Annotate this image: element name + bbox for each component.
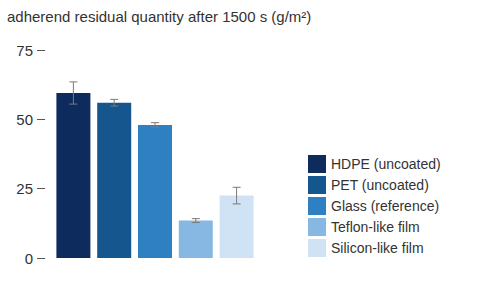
svg-text:Glass (reference): Glass (reference) bbox=[331, 198, 439, 214]
svg-text:50: 50 bbox=[16, 111, 33, 128]
svg-text:75: 75 bbox=[16, 42, 33, 59]
svg-text:Silicon-like film: Silicon-like film bbox=[331, 240, 424, 256]
svg-text:0: 0 bbox=[25, 250, 33, 267]
svg-text:HDPE (uncoated): HDPE (uncoated) bbox=[331, 156, 441, 172]
svg-text:adherend residual quantity aft: adherend residual quantity after 1500 s … bbox=[7, 8, 311, 25]
svg-text:25: 25 bbox=[16, 180, 33, 197]
svg-text:Teflon-like film: Teflon-like film bbox=[331, 219, 420, 235]
svg-text:PET (uncoated): PET (uncoated) bbox=[331, 177, 429, 193]
